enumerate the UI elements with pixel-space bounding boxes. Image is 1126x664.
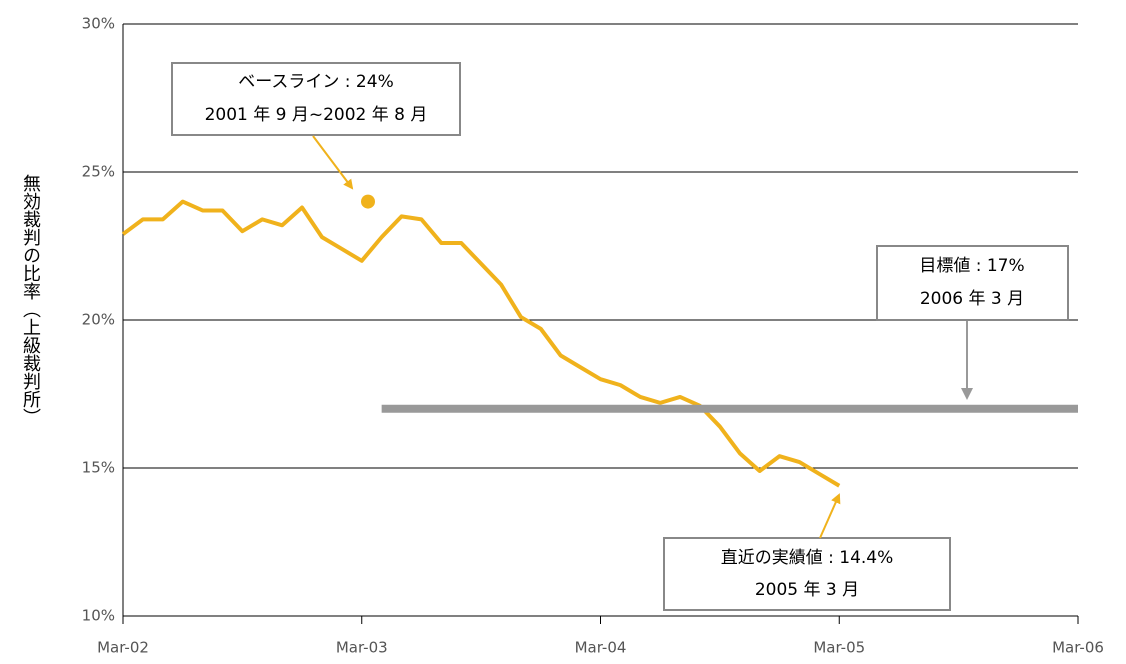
y-tick-label: 20% [82,311,115,329]
baseline-period: 2001 年 9 月~2002 年 8 月 [205,105,428,125]
target-label: 目標値 : 17% [919,256,1024,276]
y-tick-label: 30% [82,15,115,33]
baseline-point [361,194,375,209]
baseline-box [171,62,461,136]
latest-label: 直近の実績値 : 14.4% [721,548,894,568]
y-tick-label: 10% [82,607,115,625]
baseline-label: ベースライン : 24% [238,72,393,92]
arrow [312,135,354,190]
x-tick-label: Mar-03 [336,639,388,657]
y-axis-label: 無効裁判の比率（上級裁判所） [20,174,41,426]
target-period: 2006 年 3 月 [920,289,1024,309]
line [121,199,841,488]
latest-box [663,537,951,611]
y-tick-label: 25% [82,163,115,181]
latest-period: 2005 年 3 月 [755,580,859,600]
x-tick-label: Mar-04 [575,639,627,657]
y-tick-label: 15% [82,459,115,477]
target-box [876,245,1069,321]
x-tick-label: Mar-06 [1052,639,1104,657]
x-tick-label: Mar-02 [97,639,149,657]
x-tick-label: Mar-05 [813,639,865,657]
arrow [819,493,841,539]
